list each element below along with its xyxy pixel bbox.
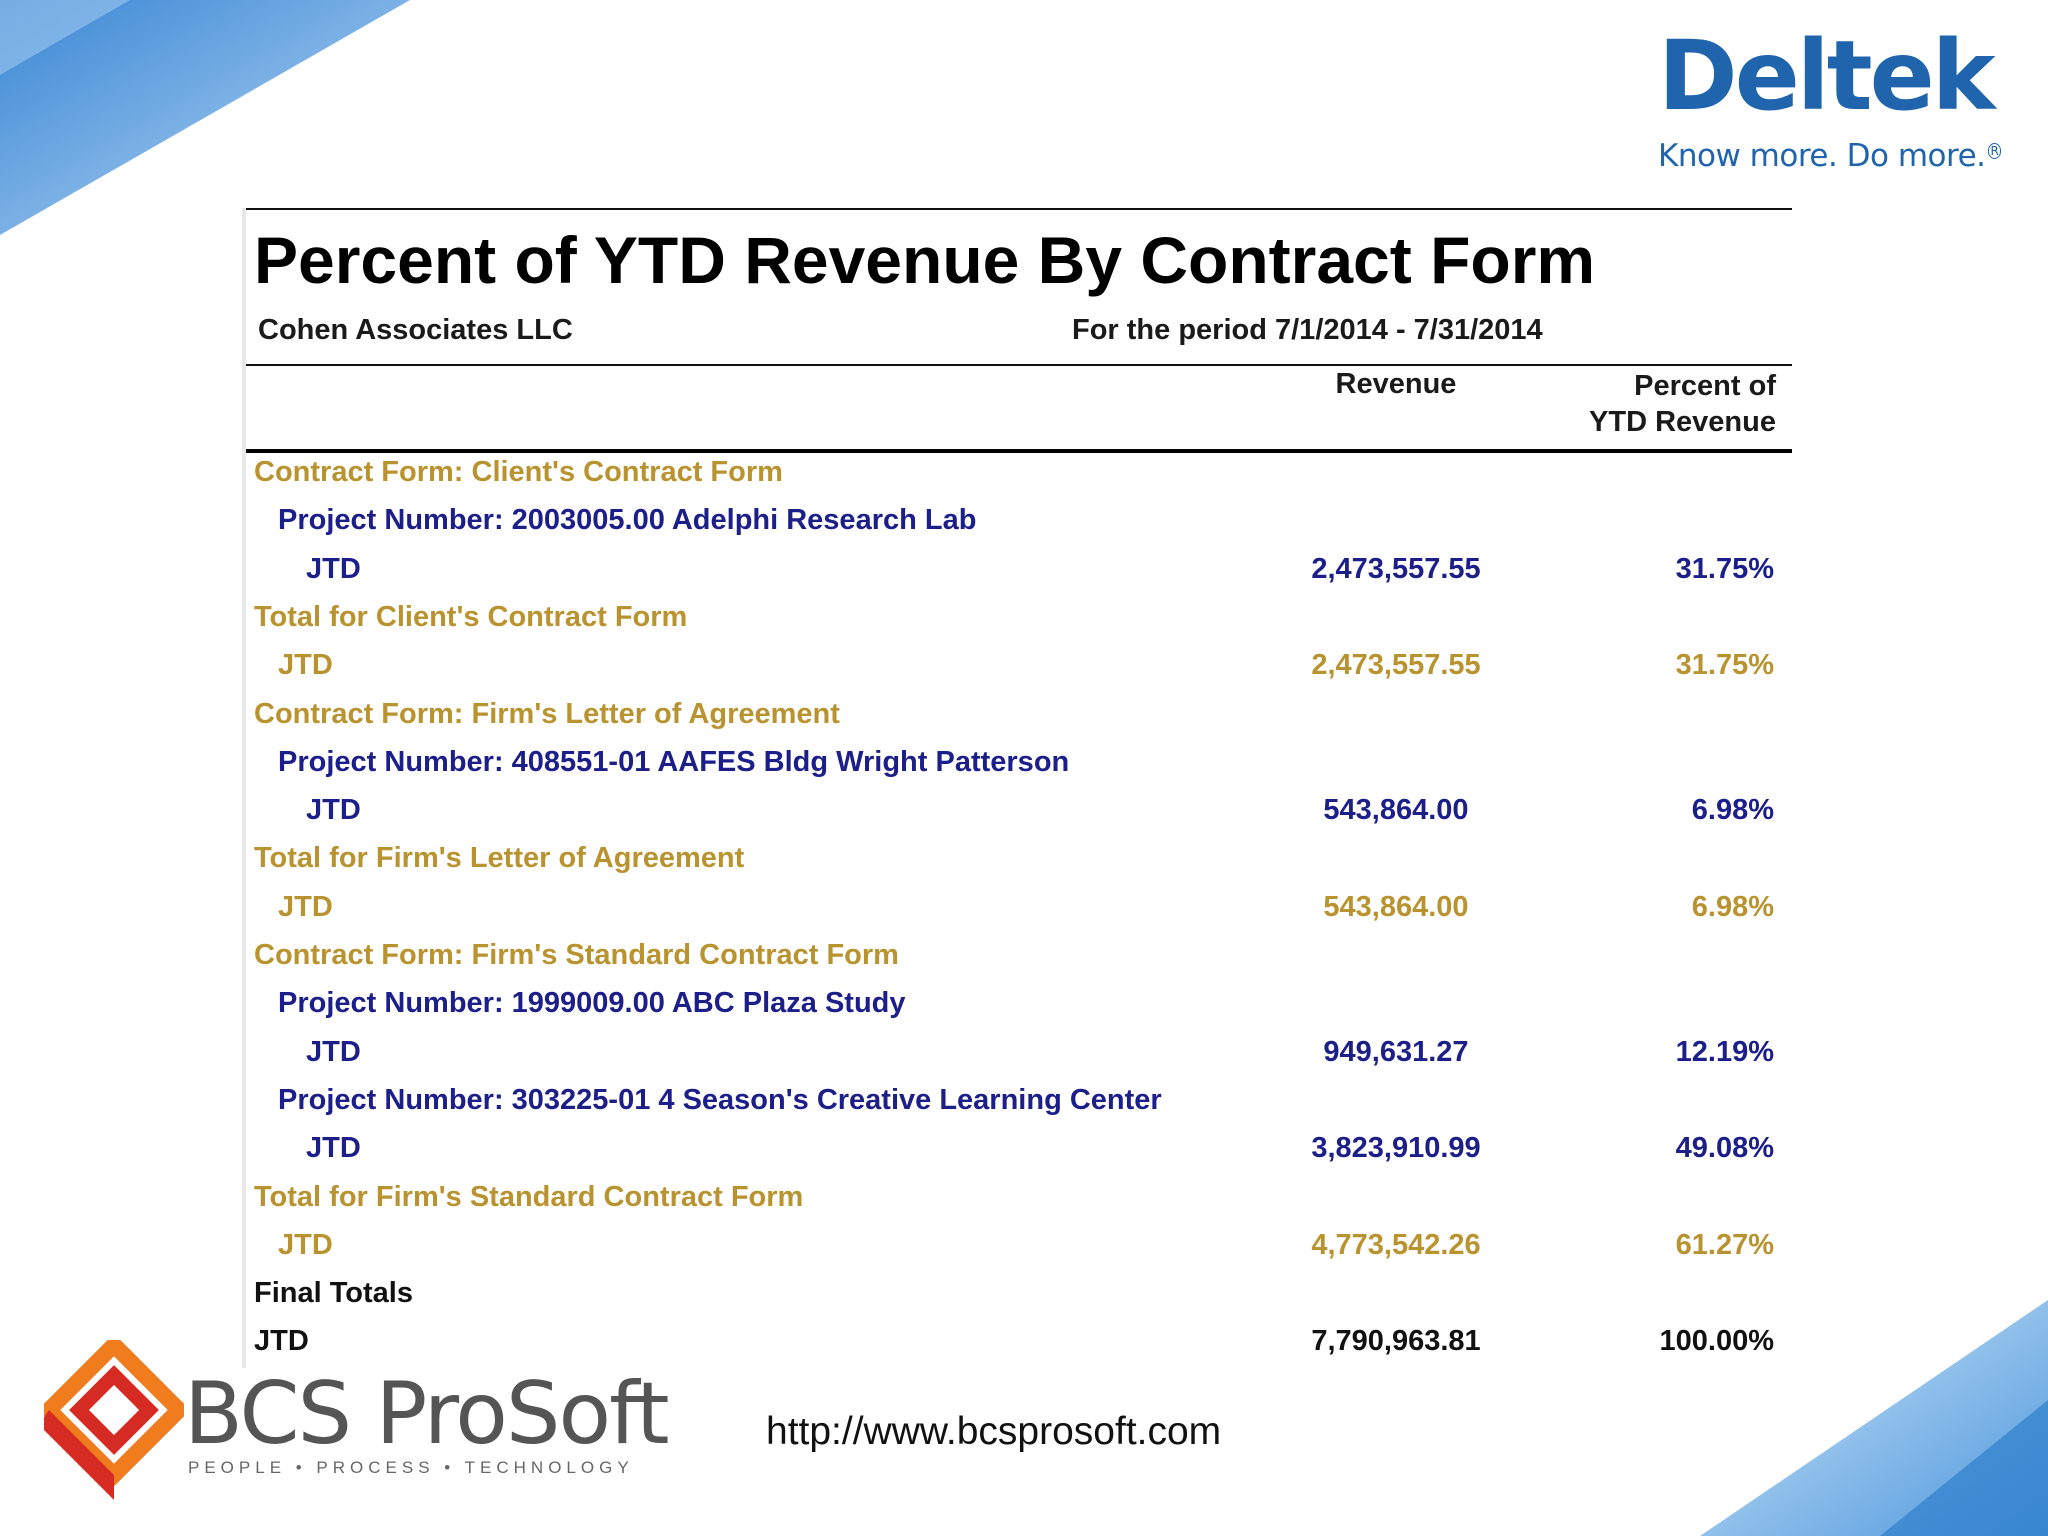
table-row: JTD 543,864.00 6.98%	[246, 891, 1792, 931]
table-row: Project Number: 303225-01 4 Season's Cre…	[246, 1084, 1792, 1124]
column-header-percent: Percent of YTD Revenue	[1546, 368, 1776, 440]
row-label: Contract Form: Client's Contract Form	[254, 456, 783, 488]
row-label: JTD	[306, 552, 361, 585]
row-revenue: 949,631.27	[1323, 1035, 1469, 1068]
top-rule	[246, 208, 1792, 210]
table-row: Contract Form: Firm's Standard Contract …	[246, 939, 1792, 979]
table-row: Final Totals	[246, 1277, 1792, 1317]
bcs-prosoft-logo: BCS ProSoft PEOPLE • PROCESS • TECHNOLOG…	[37, 1333, 670, 1510]
bottom-right-dark-shape	[1880, 1400, 2048, 1536]
row-percent: 12.19%	[1675, 1035, 1774, 1068]
row-percent: 61.27%	[1675, 1228, 1774, 1261]
table-row: JTD 3,823,910.99 49.08%	[246, 1132, 1792, 1172]
row-label: JTD	[306, 794, 361, 827]
row-revenue: 2,473,557.55	[1311, 649, 1481, 682]
top-left-blue-shape	[0, 0, 410, 235]
top-left-light-shape	[0, 0, 130, 75]
row-label: Contract Form: Firm's Letter of Agreemen…	[254, 697, 840, 730]
report-title: Percent of YTD Revenue By Contract Form	[254, 223, 1596, 297]
deltek-logo: Deltek Know more. Do more. R	[1618, 28, 2018, 174]
table-row: JTD 543,864.00 6.98%	[246, 794, 1792, 834]
row-label: Total for Client's Contract Form	[254, 600, 688, 633]
column-header-rule	[246, 449, 1792, 453]
registered-icon: R	[1987, 142, 2002, 159]
bcs-diamond-icon	[37, 1333, 191, 1500]
deltek-wordmark: Deltek	[1658, 20, 1996, 132]
deltek-tagline-text: Know more. Do more.	[1658, 138, 1986, 174]
row-percent: 31.75%	[1675, 552, 1774, 585]
bcs-wordmark: BCS ProSoft	[184, 1364, 670, 1464]
row-label: Total for Firm's Letter of Agreement	[254, 842, 745, 875]
table-row: Contract Form: Firm's Letter of Agreemen…	[246, 698, 1792, 738]
row-label: Project Number: 408551-01 AAFES Bldg Wri…	[278, 745, 1070, 778]
row-revenue: 543,864.00	[1323, 794, 1469, 827]
row-percent: 6.98%	[1691, 890, 1774, 923]
deltek-tagline: Know more. Do more. R	[1658, 138, 2018, 174]
table-row: Project Number: 1999009.00 ABC Plaza Stu…	[246, 987, 1792, 1027]
bcs-tagline: PEOPLE • PROCESS • TECHNOLOGY	[188, 1458, 634, 1477]
table-row: Contract Form: Client's Contract Form	[246, 456, 1792, 496]
row-revenue: 543,864.00	[1323, 890, 1469, 923]
table-row: JTD 4,773,542.26 61.27%	[246, 1229, 1792, 1269]
row-label: JTD	[254, 1325, 309, 1358]
header-rule	[246, 364, 1792, 366]
row-label: JTD	[278, 890, 333, 923]
row-label: JTD	[306, 1035, 361, 1068]
row-percent: 31.75%	[1675, 649, 1774, 682]
table-row: JTD 2,473,557.55 31.75%	[246, 553, 1792, 593]
table-row: Project Number: 408551-01 AAFES Bldg Wri…	[246, 746, 1792, 786]
report-period: For the period 7/1/2014 - 7/31/2014	[1072, 314, 1543, 346]
report: Percent of YTD Revenue By Contract Form …	[242, 208, 1792, 1368]
column-header-revenue: Revenue	[1335, 368, 1457, 400]
row-revenue: 3,823,910.99	[1311, 1132, 1481, 1165]
table-row: Total for Client's Contract Form	[246, 601, 1792, 641]
row-revenue: 7,790,963.81	[1311, 1325, 1481, 1358]
column-header-percent-line2: YTD Revenue	[1589, 406, 1776, 438]
row-label: Total for Firm's Standard Contract Form	[254, 1180, 804, 1213]
table-row: Total for Firm's Standard Contract Form	[246, 1181, 1792, 1221]
row-revenue: 2,473,557.55	[1311, 552, 1481, 585]
row-label: JTD	[278, 1228, 333, 1261]
table-row: JTD 2,473,557.55 31.75%	[246, 649, 1792, 689]
row-label: Project Number: 2003005.00 Adelphi Resea…	[278, 504, 977, 537]
row-label: JTD	[278, 649, 333, 682]
row-percent: 6.98%	[1691, 794, 1774, 827]
row-percent: 49.08%	[1675, 1132, 1774, 1165]
row-label: JTD	[306, 1132, 361, 1165]
company-name: Cohen Associates LLC	[258, 314, 573, 346]
row-revenue: 4,773,542.26	[1311, 1228, 1481, 1261]
table-row: Project Number: 2003005.00 Adelphi Resea…	[246, 504, 1792, 544]
table-row: JTD 7,790,963.81 100.00%	[246, 1325, 1792, 1365]
column-header-percent-line1: Percent of	[1634, 370, 1776, 402]
row-label: Contract Form: Firm's Standard Contract …	[254, 939, 899, 971]
website-url: http://www.bcsprosoft.com	[766, 1410, 1222, 1453]
row-label: Final Totals	[254, 1277, 413, 1310]
table-row: JTD 949,631.27 12.19%	[246, 1036, 1792, 1076]
table-row: Total for Firm's Letter of Agreement	[246, 842, 1792, 882]
row-label: Project Number: 1999009.00 ABC Plaza Stu…	[278, 987, 906, 1020]
row-percent: 100.00%	[1659, 1325, 1775, 1358]
row-label: Project Number: 303225-01 4 Season's Cre…	[278, 1083, 1162, 1116]
